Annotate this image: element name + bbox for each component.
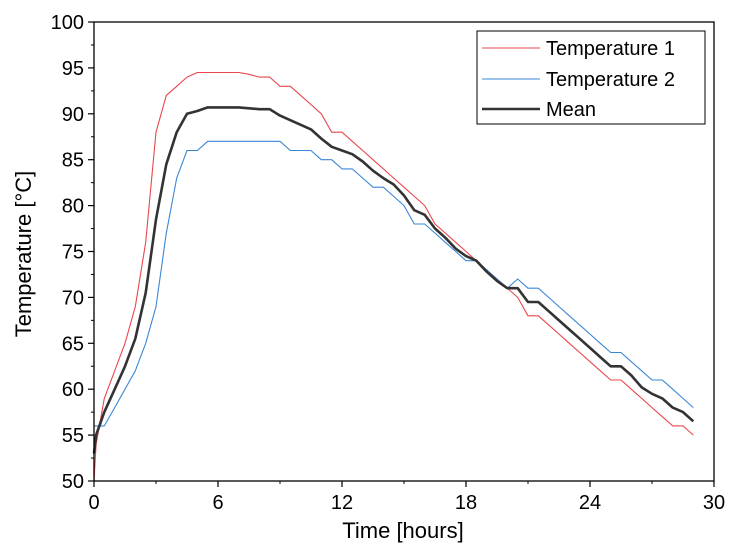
y-tick-label: 85 — [62, 150, 84, 172]
y-axis-title: Temperature [°C] — [11, 171, 36, 338]
y-tick-label: 70 — [62, 287, 84, 309]
x-axis-title: Time [hours] — [342, 518, 463, 543]
y-tick-label: 95 — [62, 58, 84, 80]
x-tick-label: 18 — [455, 492, 477, 514]
series-line-temperature-2 — [94, 140, 694, 427]
ticks-layer: 0 6 12 18 24 30 50 55 60 65 70 75 80 85 90 95 100 — [51, 12, 726, 514]
series-layer — [92, 71, 695, 482]
series-line-mean — [92, 106, 695, 454]
x-tick-label: 30 — [703, 492, 725, 514]
y-tick-label: 50 — [62, 471, 84, 493]
y-tick-label: 65 — [62, 333, 84, 355]
legend: Temperature 1 Temperature 2 Mean — [476, 30, 706, 125]
y-tick-label: 100 — [51, 12, 84, 34]
y-tick-label: 90 — [62, 104, 84, 126]
y-tick-label: 80 — [62, 196, 84, 218]
series-line-temperature-1 — [93, 71, 694, 482]
x-tick-label: 6 — [212, 492, 223, 514]
legend-label-temperature-2: Temperature 2 — [546, 69, 675, 91]
legend-label-temperature-1: Temperature 1 — [546, 38, 675, 60]
y-tick-label: 75 — [62, 242, 84, 264]
legend-label-mean: Mean — [546, 99, 596, 121]
x-tick-label: 0 — [88, 492, 99, 514]
x-tick-label: 24 — [579, 492, 601, 514]
y-tick-label: 55 — [62, 425, 84, 447]
x-tick-label: 12 — [331, 492, 353, 514]
y-tick-label: 60 — [62, 379, 84, 401]
